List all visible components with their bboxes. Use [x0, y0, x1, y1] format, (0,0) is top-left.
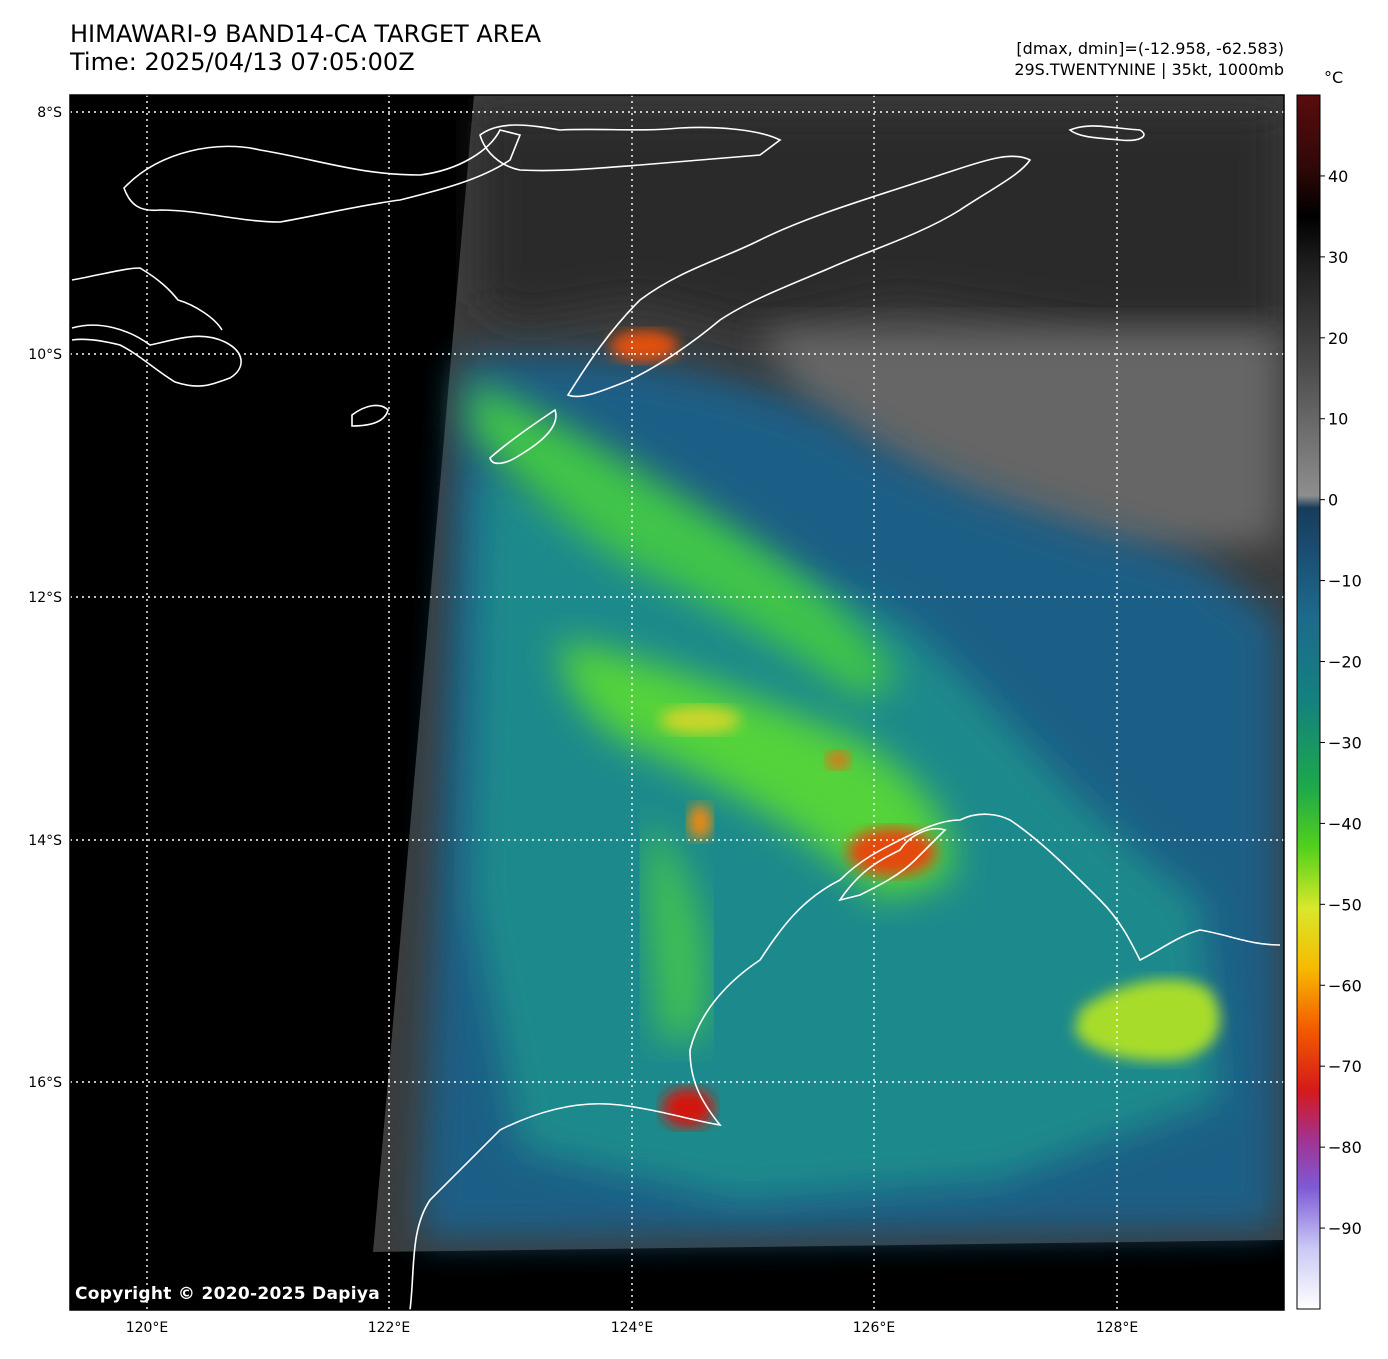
cloud-green-band-east	[1075, 979, 1220, 1061]
cloud-green-band-south	[645, 820, 708, 1040]
lon-labels: 120°E 122°E 124°E 126°E 128°E	[126, 1320, 1139, 1336]
lon-label: 126°E	[853, 1320, 896, 1336]
lon-label: 120°E	[126, 1320, 169, 1336]
colorbar-tick-label: 20	[1328, 329, 1348, 348]
colorbar-tick-label: −50	[1328, 895, 1362, 914]
lon-label: 122°E	[368, 1320, 411, 1336]
copyright-label: Copyright © 2020-2025 Dapiya	[75, 1284, 380, 1304]
coast-sumba-north	[71, 267, 223, 331]
lat-label: 16°S	[28, 1075, 62, 1091]
storm-label: 29S.TWENTYNINE | 35kt, 1000mb	[1014, 60, 1284, 79]
cold-top-band	[660, 706, 740, 734]
cold-top-west	[688, 804, 712, 840]
lon-label: 128°E	[1096, 1320, 1139, 1336]
colorbar-tick-label: −30	[1328, 733, 1362, 752]
ocean-grey-area	[760, 330, 1280, 560]
coastlines	[71, 124, 1281, 1310]
coast-rote	[489, 408, 557, 465]
colorbar-tick-label: 30	[1328, 248, 1348, 267]
lat-labels: 8°S 10°S 12°S 14°S 16°S	[28, 105, 62, 1091]
colorbar-tick-label: −80	[1328, 1138, 1362, 1157]
coast-kimberley	[409, 813, 1281, 1310]
coast-cape-londonderry	[838, 828, 947, 902]
range-label: [dmax, dmin]=(-12.958, -62.583)	[1016, 39, 1284, 58]
land-warm-area	[480, 110, 1280, 330]
colorbar-tick-label: −40	[1328, 814, 1362, 833]
colorbar-tick-label: −60	[1328, 976, 1362, 995]
cloud-green-band-central	[560, 640, 952, 900]
colorbar-unit: °C	[1324, 68, 1344, 87]
coast-flores	[123, 129, 522, 223]
coast-timor	[566, 155, 1032, 398]
coast-wetar	[1068, 125, 1145, 142]
colorbar	[1296, 94, 1321, 1310]
gridlines	[70, 95, 1284, 1310]
map-frame	[69, 94, 1285, 1311]
product-title: HIMAWARI-9 BAND14-CA TARGET AREA	[70, 20, 542, 48]
coast-alor	[479, 124, 782, 172]
coast-savu	[351, 404, 389, 427]
colorbar-tick-label: 10	[1328, 410, 1348, 429]
lat-label: 8°S	[37, 105, 62, 121]
colorbar-tick-label: 0	[1328, 491, 1338, 510]
info-block: [dmax, dmin]=(-12.958, -62.583) 29S.TWEN…	[1014, 38, 1284, 80]
colorbar-ticks: 40 30 20 10 0 −10 −20 −30 −40 −50 −60 −70 −80 −90	[1320, 167, 1362, 1238]
colorbar-tick-label: −20	[1328, 653, 1362, 672]
cold-top-north	[610, 330, 678, 362]
colorbar-tick-label: −90	[1328, 1219, 1362, 1238]
cold-top-spot	[826, 751, 850, 769]
lon-label: 124°E	[611, 1320, 654, 1336]
colorbar-tick-label: −70	[1328, 1057, 1362, 1076]
colorbar-tick-label: 40	[1328, 167, 1348, 186]
image-title: HIMAWARI-9 BAND14-CA TARGET AREA Time: 2…	[70, 20, 541, 76]
lat-label: 12°S	[28, 590, 62, 606]
colorbar-tick-label: −10	[1328, 572, 1362, 591]
coast-sumba	[71, 324, 242, 387]
cloud-green-band-north	[470, 380, 900, 700]
lat-label: 10°S	[28, 347, 62, 363]
time-label: Time: 2025/04/13 07:05:00Z	[70, 48, 415, 76]
lat-label: 14°S	[28, 833, 62, 849]
